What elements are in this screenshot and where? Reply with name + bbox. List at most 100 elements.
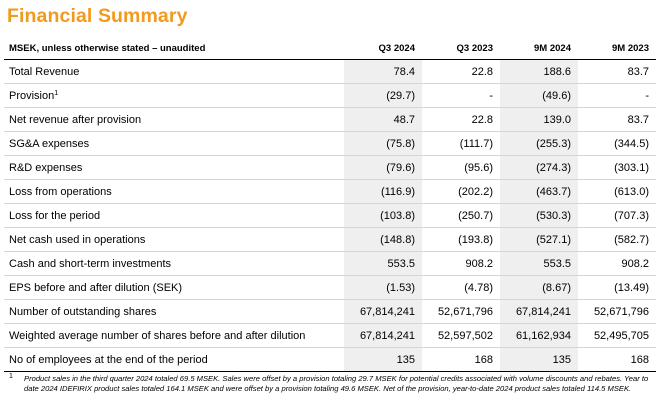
row-label: Net cash used in operations bbox=[4, 227, 344, 252]
row-label-text: Loss for the period bbox=[9, 209, 101, 222]
row-label-text: Provision bbox=[9, 89, 55, 102]
column-header: 9M 2024 bbox=[500, 37, 578, 60]
row-label: Net revenue after provision bbox=[4, 107, 344, 132]
row-label-text: SG&A expenses bbox=[9, 137, 90, 150]
table-row: Loss for the period (103.8) (250.7) (530.3)… bbox=[4, 203, 656, 228]
table-cell: 52,495,705 bbox=[578, 323, 656, 348]
table-cell: 168 bbox=[578, 347, 656, 372]
table-cell: (111.7) bbox=[422, 131, 500, 156]
footnote-text: Product sales in the third quarter 2024 … bbox=[24, 374, 649, 393]
row-label: Loss from operations bbox=[4, 179, 344, 204]
column-header: Q3 2023 bbox=[422, 37, 500, 60]
table-cell: (582.7) bbox=[578, 227, 656, 252]
row-label: Loss for the period bbox=[4, 203, 344, 228]
table-cell: (79.6) bbox=[344, 155, 422, 180]
table-cell: (75.8) bbox=[344, 131, 422, 156]
table-cell: (103.8) bbox=[344, 203, 422, 228]
header-label: MSEK, unless otherwise stated – unaudite… bbox=[4, 37, 344, 60]
table-cell: (29.7) bbox=[344, 83, 422, 108]
table-cell: 135 bbox=[500, 347, 578, 372]
table-cell: 52,671,796 bbox=[578, 299, 656, 324]
column-header: Q3 2024 bbox=[344, 37, 422, 60]
table-cell: (1.53) bbox=[344, 275, 422, 300]
table-cell: 168 bbox=[422, 347, 500, 372]
row-label-text: Total Revenue bbox=[9, 65, 80, 78]
table-cell: - bbox=[422, 83, 500, 108]
row-label: Total Revenue bbox=[4, 59, 344, 84]
table-row: Total Revenue 78.4 22.8 188.6 83.7 bbox=[4, 59, 656, 84]
table-cell: 78.4 bbox=[344, 59, 422, 84]
table-cell: (8.67) bbox=[500, 275, 578, 300]
table-cell: 83.7 bbox=[578, 59, 656, 84]
page-title: Financial Summary bbox=[7, 5, 188, 27]
table-cell: (274.3) bbox=[500, 155, 578, 180]
table-cell: (463.7) bbox=[500, 179, 578, 204]
table-cell: (193.8) bbox=[422, 227, 500, 252]
row-label: SG&A expenses bbox=[4, 131, 344, 156]
table-cell: - bbox=[578, 83, 656, 108]
row-label: Number of outstanding shares bbox=[4, 299, 344, 324]
row-label-text: Number of outstanding shares bbox=[9, 305, 157, 318]
table-cell: 553.5 bbox=[500, 251, 578, 276]
table-cell: 67,814,241 bbox=[344, 299, 422, 324]
row-label-text: Loss from operations bbox=[9, 185, 112, 198]
row-label-text: R&D expenses bbox=[9, 161, 83, 174]
table-cell: (250.7) bbox=[422, 203, 500, 228]
table-cell: (255.3) bbox=[500, 131, 578, 156]
table-cell: 67,814,241 bbox=[500, 299, 578, 324]
table-cell: 22.8 bbox=[422, 59, 500, 84]
table-cell: (530.3) bbox=[500, 203, 578, 228]
table-cell: (49.6) bbox=[500, 83, 578, 108]
table-row: SG&A expenses (75.8) (111.7) (255.3) (344.5) bbox=[4, 131, 656, 156]
table-cell: 135 bbox=[344, 347, 422, 372]
table-cell: 139.0 bbox=[500, 107, 578, 132]
footnote-reference: 1 bbox=[54, 89, 59, 97]
table-cell: (303.1) bbox=[578, 155, 656, 180]
row-label-text: EPS before and after dilution (SEK) bbox=[9, 281, 183, 294]
table-cell: (95.6) bbox=[422, 155, 500, 180]
table-row: No of employees at the end of the period… bbox=[4, 347, 656, 372]
table-cell: 67,814,241 bbox=[344, 323, 422, 348]
table-cell: 83.7 bbox=[578, 107, 656, 132]
table-cell: 22.8 bbox=[422, 107, 500, 132]
table-cell: (13.49) bbox=[578, 275, 656, 300]
table-row: Cash and short-term investments 553.5 908.… bbox=[4, 251, 656, 276]
table-row: Net revenue after provision 48.7 22.8 139.0… bbox=[4, 107, 656, 132]
table-row: R&D expenses (79.6) (95.6) (274.3) (303.1) bbox=[4, 155, 656, 180]
table-row: Number of outstanding shares 67,814,241 52… bbox=[4, 299, 656, 324]
table-cell: (707.3) bbox=[578, 203, 656, 228]
table-cell: (613.0) bbox=[578, 179, 656, 204]
row-label: No of employees at the end of the period bbox=[4, 347, 344, 372]
table-cell: (202.2) bbox=[422, 179, 500, 204]
table-cell: 908.2 bbox=[578, 251, 656, 276]
table-cell: (344.5) bbox=[578, 131, 656, 156]
table-row: Net cash used in operations (148.8) (193.8… bbox=[4, 227, 656, 252]
row-label: Provision1 bbox=[4, 83, 344, 108]
column-header: 9M 2023 bbox=[578, 37, 656, 60]
row-label-text: Net revenue after provision bbox=[9, 113, 142, 126]
table-row: Provision1 (29.7) - (49.6) - bbox=[4, 83, 656, 108]
table-row: Weighted average number of shares before… bbox=[4, 323, 656, 348]
table-row: EPS before and after dilution (SEK) (1.53… bbox=[4, 275, 656, 300]
table-cell: 48.7 bbox=[344, 107, 422, 132]
table-cell: 52,597,502 bbox=[422, 323, 500, 348]
row-label-text: No of employees at the end of the period bbox=[9, 353, 208, 366]
row-label: Cash and short-term investments bbox=[4, 251, 344, 276]
row-label: Weighted average number of shares before… bbox=[4, 323, 344, 348]
footnote: 1 Product sales in the third quarter 202… bbox=[9, 373, 649, 393]
financial-summary-table: MSEK, unless otherwise stated – unaudite… bbox=[4, 37, 656, 372]
table-cell: (116.9) bbox=[344, 179, 422, 204]
row-label-text: Weighted average number of shares before… bbox=[9, 329, 306, 342]
table-cell: (4.78) bbox=[422, 275, 500, 300]
row-label-text: Cash and short-term investments bbox=[9, 257, 172, 270]
table-header-row: MSEK, unless otherwise stated – unaudite… bbox=[4, 37, 656, 60]
table-cell: 908.2 bbox=[422, 251, 500, 276]
table-cell: (148.8) bbox=[344, 227, 422, 252]
table-cell: (527.1) bbox=[500, 227, 578, 252]
table-cell: 188.6 bbox=[500, 59, 578, 84]
table-cell: 52,671,796 bbox=[422, 299, 500, 324]
row-label: R&D expenses bbox=[4, 155, 344, 180]
footnote-marker: 1 bbox=[9, 373, 13, 380]
table-cell: 61,162,934 bbox=[500, 323, 578, 348]
row-label-text: Net cash used in operations bbox=[9, 233, 146, 246]
